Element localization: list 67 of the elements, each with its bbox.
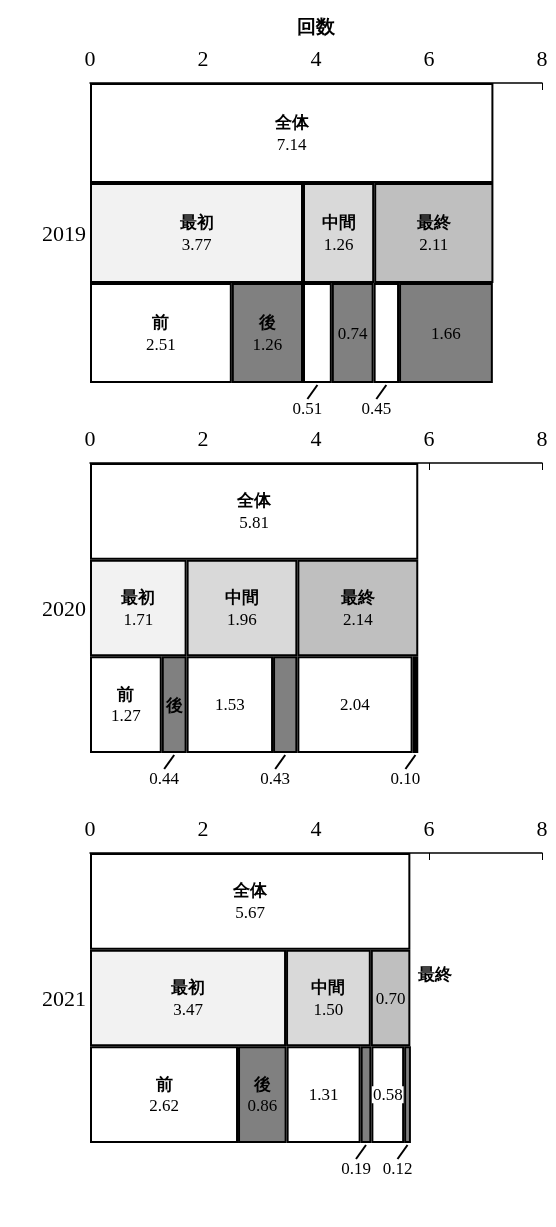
series-label: 後 xyxy=(164,694,183,715)
x-tick-label: 8 xyxy=(536,425,548,451)
y-tick-label: 2020 xyxy=(42,595,86,621)
series-label: 最初 xyxy=(178,212,214,232)
series-label: 最終 xyxy=(417,963,453,984)
data-label: 3.47 xyxy=(173,999,204,1019)
y-tick-label: 2019 xyxy=(42,220,86,246)
x-tick-label: 6 xyxy=(423,815,435,841)
data-label: 0.12 xyxy=(382,1159,413,1178)
data-label: 2.51 xyxy=(146,334,176,354)
data-label: 2.62 xyxy=(149,1096,179,1116)
x-tick-label: 6 xyxy=(423,45,435,71)
series-label: 中間 xyxy=(321,212,356,232)
series-label: 中間 xyxy=(311,977,346,997)
data-label: 0.44 xyxy=(149,769,180,788)
data-label: 1.31 xyxy=(308,1085,339,1105)
x-tick-label: 8 xyxy=(536,815,548,841)
series-label: 最終 xyxy=(415,212,451,232)
data-label: 5.67 xyxy=(235,902,266,922)
data-label: 1.66 xyxy=(431,323,461,343)
x-axis-title: 回数 xyxy=(297,14,336,37)
data-label: 0.58 xyxy=(372,1085,403,1105)
data-label: 0.70 xyxy=(375,988,406,1008)
series-label: 全体 xyxy=(232,880,269,901)
x-tick-label: 2 xyxy=(197,45,209,71)
data-label: 1.26 xyxy=(323,234,354,254)
x-tick-label: 4 xyxy=(310,425,322,451)
data-label: 1.26 xyxy=(252,334,283,354)
data-label: 2.04 xyxy=(340,695,371,715)
data-label: 0.10 xyxy=(390,769,421,788)
x-tick-label: 2 xyxy=(197,425,209,451)
series-label: 中間 xyxy=(224,587,259,607)
x-tick-label: 0 xyxy=(84,815,96,841)
data-label: 2.14 xyxy=(342,609,374,629)
series-label: 前 xyxy=(116,683,135,704)
series-label: 前 xyxy=(151,312,170,332)
data-label: 0.51 xyxy=(292,399,323,418)
series-label: 最終 xyxy=(339,587,375,607)
data-label: 7.14 xyxy=(276,134,308,154)
data-label: 1.27 xyxy=(111,706,142,726)
x-tick-label: 4 xyxy=(310,815,322,841)
y-tick-label: 2021 xyxy=(42,985,86,1011)
series-label: 全体 xyxy=(273,112,310,132)
data-label: 0.19 xyxy=(341,1159,371,1178)
x-tick-label: 8 xyxy=(536,45,548,71)
data-label: 3.77 xyxy=(181,234,212,254)
data-label: 0.86 xyxy=(247,1096,278,1116)
series-label: 最初 xyxy=(170,977,206,997)
data-label: 1.71 xyxy=(123,609,154,629)
data-label: 1.50 xyxy=(313,999,344,1019)
data-label: 1.96 xyxy=(227,609,257,629)
data-label: 0.74 xyxy=(337,323,369,343)
data-label: 1.53 xyxy=(214,695,245,715)
data-label: 2.11 xyxy=(419,234,449,254)
x-tick-label: 0 xyxy=(84,425,96,451)
x-tick-label: 4 xyxy=(310,45,322,71)
series-label: 前 xyxy=(154,1073,173,1094)
x-tick-label: 6 xyxy=(423,425,435,451)
data-label: 0.45 xyxy=(361,399,392,418)
data-label: 0.43 xyxy=(260,769,291,788)
x-tick-label: 2 xyxy=(197,815,209,841)
series-label: 後 xyxy=(257,312,276,332)
series-label: 後 xyxy=(252,1073,271,1094)
data-label: 5.81 xyxy=(239,512,270,532)
x-tick-label: 0 xyxy=(84,45,96,71)
series-label: 全体 xyxy=(236,490,273,511)
series-label: 最初 xyxy=(120,587,156,607)
